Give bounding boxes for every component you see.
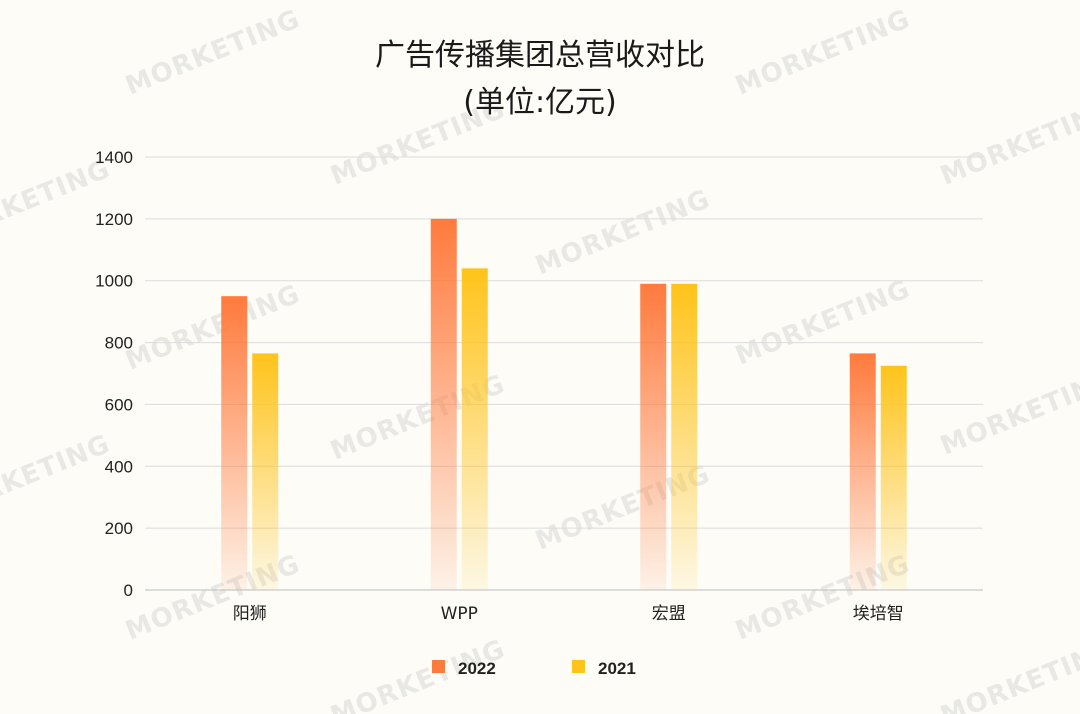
legend-label: 2021 <box>598 659 636 678</box>
y-axis: 0 200 400 600 800 1000 1200 1400 <box>95 148 133 600</box>
bar-2021 <box>252 353 279 590</box>
y-tick-label: 200 <box>105 519 133 538</box>
gridlines <box>145 156 983 591</box>
legend-label: 2022 <box>458 659 496 678</box>
x-axis: 阳狮 WPP 宏盟 埃培智 <box>233 604 904 624</box>
watermark-text: MORKETING <box>121 4 304 101</box>
legend-swatch <box>432 660 445 673</box>
y-tick-label: 600 <box>105 395 133 414</box>
y-tick-label: 800 <box>105 334 133 353</box>
y-tick-label: 1200 <box>95 210 133 229</box>
watermark-text: MORKETING <box>936 634 1080 714</box>
bar-2022 <box>221 296 248 590</box>
watermark-text: MORKETING <box>531 184 714 281</box>
y-tick-label: 1000 <box>95 272 133 291</box>
watermark-text: MORKETING <box>0 154 115 251</box>
bar-2021 <box>880 365 907 590</box>
x-tick-label: 宏盟 <box>652 604 686 624</box>
y-tick-label: 0 <box>124 581 133 600</box>
bar-2021 <box>461 268 488 590</box>
bar-2022 <box>849 353 876 590</box>
y-tick-label: 1400 <box>95 148 133 167</box>
chart-title: 广告传播集团总营收对比 <box>375 38 705 73</box>
x-tick-label: WPP <box>441 604 478 624</box>
bars <box>221 218 907 590</box>
bar-2021 <box>671 283 698 590</box>
bar-2022 <box>640 283 667 590</box>
watermark-text: MORKETING <box>936 364 1080 461</box>
y-tick-label: 400 <box>105 457 133 476</box>
bar-2022 <box>430 218 457 590</box>
legend: 2022 2021 <box>432 659 636 678</box>
chart-subtitle: (单位:亿元) <box>463 85 617 120</box>
legend-swatch <box>572 660 585 673</box>
watermark-text: MORKETING <box>731 4 914 101</box>
x-tick-label: 阳狮 <box>233 604 267 624</box>
watermark-text: MORKETING <box>936 94 1080 191</box>
watermark-text: MORKETING <box>731 274 914 371</box>
x-tick-label: 埃培智 <box>853 604 904 624</box>
watermark-text: MORKETING <box>0 429 115 526</box>
